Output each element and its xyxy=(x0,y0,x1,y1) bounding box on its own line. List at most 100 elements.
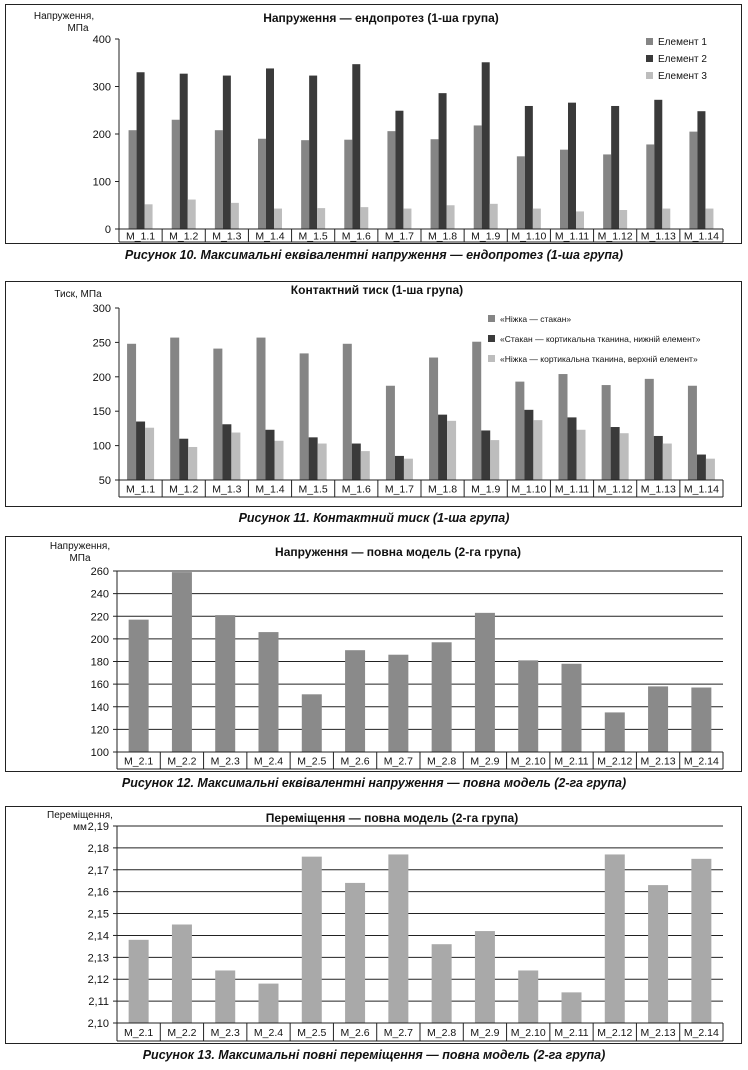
bar-M_1-8-s3 xyxy=(446,205,455,229)
bar-M_2-4-s1 xyxy=(258,983,279,1023)
x-tick-label: M_2.1 xyxy=(124,1027,153,1039)
bar-M_1-12-s2 xyxy=(610,427,620,480)
bar-M_1-6-s1 xyxy=(342,343,352,480)
y-axis-label: Переміщення, xyxy=(47,810,113,821)
y-tick-label: 2,16 xyxy=(88,887,109,899)
legend-swatch xyxy=(646,38,653,45)
bar-M_1-14-s3 xyxy=(705,208,714,229)
bar-M_1-1-s2 xyxy=(136,421,146,480)
bar-M_1-5-s3 xyxy=(317,443,327,480)
bar-M_1-7-s1 xyxy=(385,385,395,480)
x-tick-label: M_1.3 xyxy=(212,484,241,496)
chart-panel-stress-full-model: Напруження — повна модель (2-га група) На… xyxy=(5,536,742,772)
figure-caption-10: Рисунок 10. Максимальні еквівалентні нап… xyxy=(124,248,624,262)
bar-M_1-6-s3 xyxy=(360,451,370,480)
x-tick-label: M_1.9 xyxy=(471,231,500,243)
x-tick-label: M_1.4 xyxy=(255,231,284,243)
bar-M_1-6-s2 xyxy=(351,443,361,480)
bar-M_2-7-s1 xyxy=(388,854,409,1023)
x-tick-label: M_2.13 xyxy=(641,756,676,768)
y-tick-label: 2,12 xyxy=(88,974,109,986)
y-tick-label: 2,15 xyxy=(88,909,109,921)
bar-M_1-4-s3 xyxy=(274,208,282,229)
y-tick-label: 140 xyxy=(91,702,109,714)
x-tick-label: M_1.12 xyxy=(598,484,633,496)
x-tick-label: M_2.14 xyxy=(684,756,719,768)
x-tick-label: M_2.8 xyxy=(427,756,456,768)
bar-M_1-13-s3 xyxy=(662,208,671,229)
bar-M_1-7-s3 xyxy=(403,458,413,480)
bar-M_1-3-s3 xyxy=(231,432,241,480)
bar-M_1-13-s2 xyxy=(653,435,663,480)
y-axis-label: Тиск, МПа xyxy=(54,289,102,300)
y-tick-label: 150 xyxy=(93,406,111,418)
bar-M_1-2-s3 xyxy=(187,199,196,229)
x-tick-label: M_1.5 xyxy=(299,484,328,496)
legend-label: Елемент 1 xyxy=(658,37,707,48)
bar-M_1-7-s3 xyxy=(403,208,412,229)
x-tick-label: M_1.12 xyxy=(598,231,633,243)
chart-displacement-full-model: Переміщення — повна модель (2-га група) П… xyxy=(47,810,724,1042)
bar-M_1-14-s2 xyxy=(696,454,706,480)
bar-M_1-4-s2 xyxy=(266,68,274,229)
chart-panel-displacement-full-model: Переміщення — повна модель (2-га група) П… xyxy=(5,806,742,1044)
bar-M_1-3-s2 xyxy=(222,424,232,480)
x-tick-label: M_1.5 xyxy=(299,231,328,243)
bar-M_1-11-s3 xyxy=(576,211,584,229)
bar-M_1-1-s1 xyxy=(128,130,137,229)
bar-M_1-10-s1 xyxy=(515,381,525,480)
y-tick-label: 0 xyxy=(105,224,111,236)
y-tick-label: 100 xyxy=(93,441,111,453)
x-tick-label: M_2.7 xyxy=(384,756,413,768)
bar-M_2-6-s1 xyxy=(345,882,366,1023)
y-tick-label: 200 xyxy=(93,129,111,141)
bar-M_1-1-s3 xyxy=(144,204,153,229)
bar-M_1-13-s1 xyxy=(646,144,655,229)
bar-M_2-7-s1 xyxy=(388,654,409,752)
bar-M_1-7-s2 xyxy=(395,110,404,229)
x-tick-label: M_1.14 xyxy=(684,231,719,243)
y-tick-label: 50 xyxy=(99,475,111,487)
bar-M_1-10-s3 xyxy=(532,208,541,229)
y-axis-label: Напруження, xyxy=(34,11,94,22)
y-tick-label: 2,17 xyxy=(88,865,109,877)
bar-M_2-9-s1 xyxy=(474,931,495,1023)
y-tick-label: 120 xyxy=(91,724,109,736)
bar-M_2-11-s1 xyxy=(561,992,582,1023)
bar-M_1-2-s2 xyxy=(179,438,189,480)
bar-M_1-13-s2 xyxy=(654,99,663,229)
bar-M_2-10-s1 xyxy=(518,970,539,1023)
x-tick-label: M_2.6 xyxy=(340,1027,369,1039)
chart-title: Напруження — ендопротез (1-ша група) xyxy=(263,11,499,25)
x-tick-label: M_2.11 xyxy=(554,756,588,768)
bar-M_1-2-s2 xyxy=(179,73,188,229)
y-axis-label: МПа xyxy=(67,23,89,34)
y-tick-label: 180 xyxy=(91,657,109,669)
x-tick-label: M_1.11 xyxy=(555,484,589,496)
x-tick-label: M_1.2 xyxy=(169,231,198,243)
bar-M_1-12-s3 xyxy=(619,433,629,480)
chart-title: Напруження — повна модель (2-га група) xyxy=(275,545,521,559)
bar-M_2-12-s1 xyxy=(604,712,625,752)
y-tick-label: 200 xyxy=(93,372,111,384)
bar-M_1-9-s2 xyxy=(481,62,490,230)
x-tick-label: M_1.2 xyxy=(169,484,198,496)
y-tick-label: 2,14 xyxy=(88,930,109,942)
bar-M_1-12-s2 xyxy=(611,105,620,229)
x-tick-label: M_1.6 xyxy=(342,231,371,243)
bar-M_1-9-s1 xyxy=(472,341,482,480)
bar-M_2-14-s1 xyxy=(691,687,712,752)
bar-M_1-7-s2 xyxy=(394,455,404,480)
bar-M_2-9-s1 xyxy=(474,612,495,752)
y-tick-label: 220 xyxy=(91,611,109,623)
bar-M_1-3-s1 xyxy=(214,130,223,229)
x-tick-label: M_2.10 xyxy=(511,756,546,768)
x-tick-label: M_1.8 xyxy=(428,484,457,496)
bar-M_2-10-s1 xyxy=(518,660,539,752)
bar-M_1-10-s3 xyxy=(533,420,543,480)
bar-M_1-3-s2 xyxy=(222,75,231,229)
figure-caption-11: Рисунок 11. Контактний тиск (1-ша група) xyxy=(238,511,510,525)
bar-M_1-11-s2 xyxy=(567,417,577,480)
x-tick-label: M_2.2 xyxy=(167,1027,196,1039)
x-tick-label: M_2.1 xyxy=(124,756,153,768)
